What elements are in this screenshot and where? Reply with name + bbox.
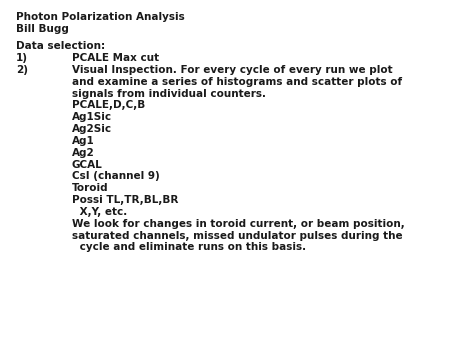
Text: Data selection:: Data selection:: [16, 41, 105, 51]
Text: GCAL: GCAL: [72, 160, 103, 170]
Text: signals from individual counters.: signals from individual counters.: [72, 89, 266, 99]
Text: Visual Inspection. For every cycle of every run we plot: Visual Inspection. For every cycle of ev…: [72, 65, 392, 75]
Text: Toroid: Toroid: [72, 183, 108, 193]
Text: Ag1: Ag1: [72, 136, 95, 146]
Text: CsI (channel 9): CsI (channel 9): [72, 171, 160, 182]
Text: PCALE Max cut: PCALE Max cut: [72, 53, 159, 63]
Text: Photon Polarization Analysis: Photon Polarization Analysis: [16, 12, 184, 22]
Text: Ag2: Ag2: [72, 148, 95, 158]
Text: Possi TL,TR,BL,BR: Possi TL,TR,BL,BR: [72, 195, 178, 205]
Text: and examine a series of histograms and scatter plots of: and examine a series of histograms and s…: [72, 77, 402, 87]
Text: PCALE,D,C,B: PCALE,D,C,B: [72, 100, 145, 111]
Text: Bill Bugg: Bill Bugg: [16, 24, 68, 34]
Text: We look for changes in toroid current, or beam position,: We look for changes in toroid current, o…: [72, 219, 405, 229]
Text: X,Y, etc.: X,Y, etc.: [76, 207, 128, 217]
Text: Ag2Sic: Ag2Sic: [72, 124, 112, 134]
Text: 2): 2): [16, 65, 28, 75]
Text: Ag1Sic: Ag1Sic: [72, 112, 112, 122]
Text: cycle and eliminate runs on this basis.: cycle and eliminate runs on this basis.: [76, 242, 306, 252]
Text: saturated channels, missed undulator pulses during the: saturated channels, missed undulator pul…: [72, 231, 403, 241]
Text: 1): 1): [16, 53, 28, 63]
